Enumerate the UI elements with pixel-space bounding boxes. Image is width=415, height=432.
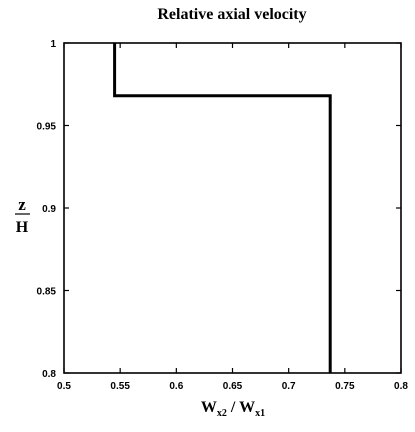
x-tick-label: 0.75: [335, 381, 355, 392]
tick-labels: 0.5 0.55 0.6 0.65 0.7 0.75 0.8 0.8 0.85 0.9 0.95 1: [37, 39, 409, 392]
x-tick-label: 0.55: [110, 381, 130, 392]
y-axis-label-numerator: z: [18, 195, 26, 214]
x-tick-label: 0.6: [169, 381, 183, 392]
y-tick-label: 0.85: [37, 287, 57, 298]
series-line-velocity: [113, 43, 332, 373]
y-axis-label: z H: [15, 195, 30, 236]
y-tick-label: 0.9: [42, 204, 56, 215]
x-tick-label: 0.65: [223, 381, 243, 392]
x-tick-label: 0.5: [57, 381, 71, 392]
y-axis-label-denominator: H: [16, 219, 29, 236]
tick-marks: [63, 42, 402, 374]
x-tick-label: 0.8: [394, 381, 408, 392]
chart-title: Relative axial velocity: [157, 6, 306, 23]
x-axis-label: Wx2 / Wx1: [201, 399, 265, 419]
y-tick-label: 0.95: [37, 122, 57, 133]
x-tick-label: 0.7: [282, 381, 296, 392]
y-tick-label: 0.8: [42, 369, 56, 380]
y-tick-label: 1: [50, 39, 56, 50]
